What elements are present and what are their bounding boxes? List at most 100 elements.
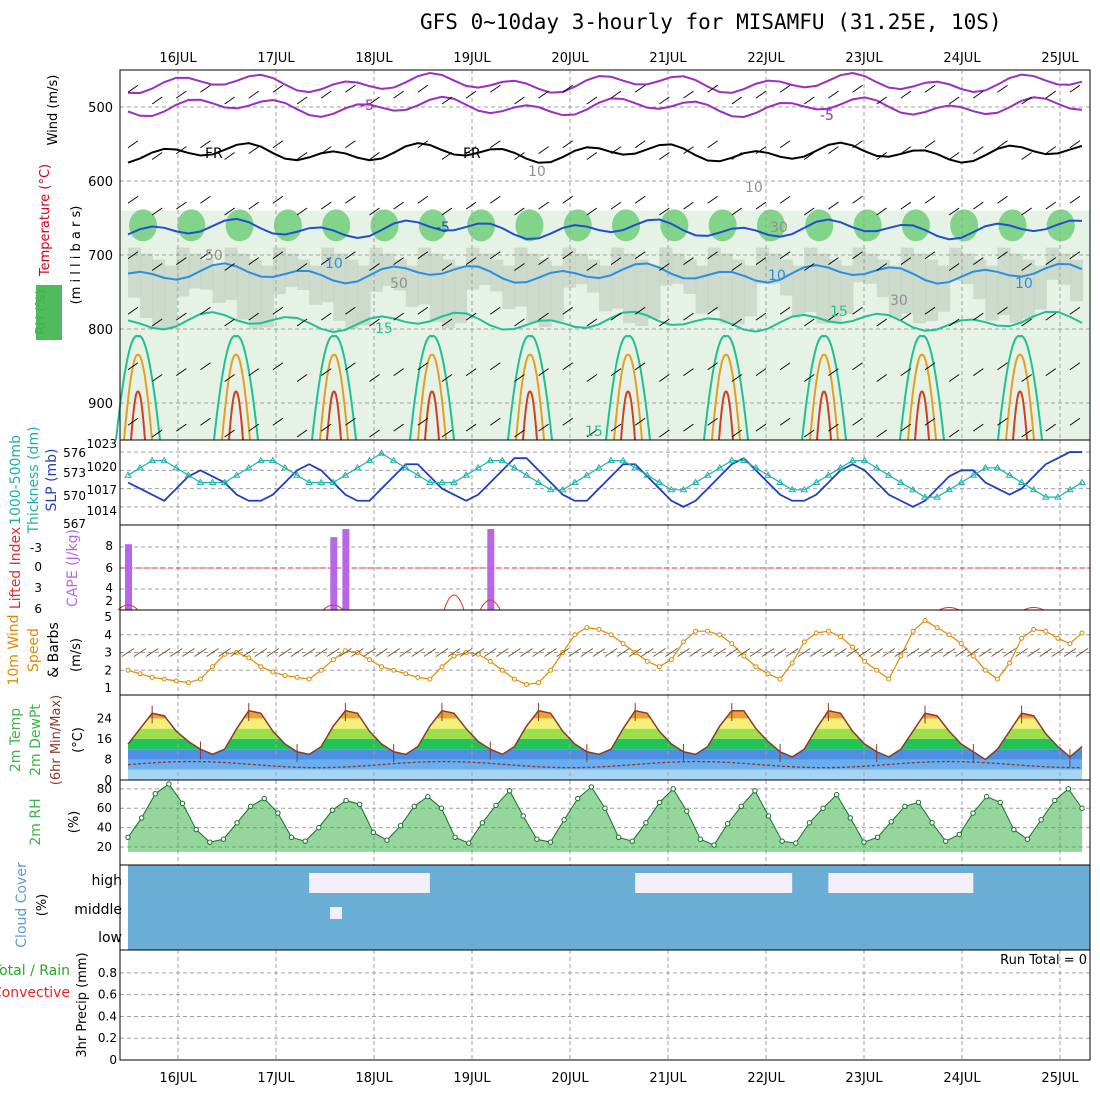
wind-barb — [127, 140, 139, 149]
rh2m-point — [547, 839, 554, 845]
cloud-high-block — [828, 873, 974, 893]
wind-barb — [755, 368, 767, 376]
wind10-point — [246, 655, 252, 661]
wind-barb — [779, 140, 791, 149]
wind-barb — [634, 306, 646, 315]
rh2m-point — [1011, 826, 1017, 833]
wind-barb — [876, 374, 887, 382]
wind10-point — [729, 641, 735, 647]
rh2m-point — [888, 819, 894, 825]
rh2m-point — [166, 781, 172, 787]
wind-barb — [683, 257, 694, 265]
wind-barb — [490, 251, 501, 260]
li-label: Lifted Index — [8, 527, 24, 609]
thickness-point — [136, 463, 144, 471]
rh2m-point — [506, 788, 513, 794]
wind-barb — [900, 146, 912, 154]
wind-barb — [320, 257, 332, 265]
isotherm-20-loop — [711, 353, 741, 441]
wind10-barb — [773, 648, 787, 657]
rh2m-point — [234, 820, 240, 826]
wind-barb — [369, 207, 380, 216]
wind-barb — [465, 423, 477, 432]
rh-band-mid — [248, 259, 262, 330]
wind-barb — [1069, 362, 1081, 371]
thickness-point — [776, 478, 784, 485]
wind-barb — [490, 84, 501, 93]
thickness-point — [474, 463, 483, 471]
rh2m-point — [316, 824, 322, 831]
wind10-barb — [484, 648, 497, 657]
wind10-point — [173, 678, 179, 684]
wind-barb — [200, 362, 211, 371]
contour-label: FR — [205, 146, 223, 162]
wind10-point — [620, 641, 626, 647]
rh2m-point — [820, 805, 826, 811]
contour-label: 10 — [768, 268, 786, 284]
wind10-point — [403, 671, 409, 677]
thickness-point — [667, 485, 676, 493]
rh2m-point — [288, 834, 295, 841]
temp2m-panel: 24 16 8 0 2m Temp 2m DewPt (6hr Min/Max) (°C) — [8, 694, 1091, 787]
wind-barb — [924, 195, 936, 204]
thickness-point — [993, 463, 1002, 471]
wind-barb — [417, 140, 429, 149]
minmax-label: (6hr Min/Max) — [49, 695, 64, 785]
rh2m-point — [575, 795, 581, 802]
wind-barb — [369, 96, 380, 105]
wind-barb — [997, 84, 1008, 93]
wind10-barb — [158, 648, 171, 657]
precip-axis-label: 3hr Precip (mm) — [75, 952, 90, 1057]
bottom-date-label: 19JUL — [453, 1071, 491, 1086]
wind10-barb — [906, 648, 920, 657]
thickness-point — [534, 478, 543, 485]
isotherm-15-loop — [605, 335, 651, 441]
isotherm-5 — [127, 217, 1083, 241]
wind10-barb — [882, 648, 896, 657]
wind10-barb — [314, 648, 328, 657]
wind10-barb — [327, 648, 340, 657]
wind-barb — [586, 152, 598, 160]
chart-title: GFS 0~10day 3-hourly for MISAMFU (31.25E… — [420, 10, 1002, 34]
rh-band-mid — [345, 259, 359, 329]
wind-barb — [248, 201, 260, 210]
wind-barb — [948, 152, 960, 160]
rh-high-blob — [515, 209, 544, 242]
isotherm-15-loop — [409, 335, 455, 441]
rh-band-mid — [912, 253, 927, 324]
wind-barb — [441, 263, 453, 271]
wind10-barb — [508, 648, 521, 657]
wind10-point — [982, 667, 988, 673]
cloud-level-label: low — [98, 930, 122, 946]
thickness-point — [655, 478, 664, 485]
wind-barb — [562, 251, 573, 260]
rh2m-point — [684, 808, 690, 814]
wind10-barb — [616, 648, 630, 657]
thickness-point — [969, 471, 978, 478]
wind10-point — [801, 639, 807, 645]
thickness-point — [148, 456, 157, 464]
thickness-point — [208, 478, 217, 485]
wind-barb — [200, 140, 211, 149]
bottom-date-label: 18JUL — [355, 1071, 393, 1086]
wind-barb — [272, 362, 284, 371]
wind10-barb — [375, 648, 388, 657]
wind-barb — [634, 417, 646, 426]
thickness-point — [389, 456, 398, 464]
wind10-barb — [942, 648, 956, 657]
thickness-point — [317, 478, 326, 485]
thickness-point — [607, 456, 615, 464]
thickness-point — [124, 471, 132, 478]
wind-barb — [490, 195, 501, 204]
wind-barb — [320, 201, 332, 210]
wind10-point — [282, 673, 288, 679]
rh-high-blob — [418, 209, 447, 242]
temp-bands — [128, 710, 1082, 780]
wind-barb — [1069, 417, 1081, 426]
rh2m-point — [588, 784, 595, 790]
rh-band-mid — [309, 265, 323, 305]
rh-band-mid — [550, 265, 564, 322]
rh2m-panel: 80 60 40 20 2m RH (%) — [28, 779, 1091, 866]
wind-barb — [127, 417, 139, 426]
wind-barb — [755, 257, 767, 265]
